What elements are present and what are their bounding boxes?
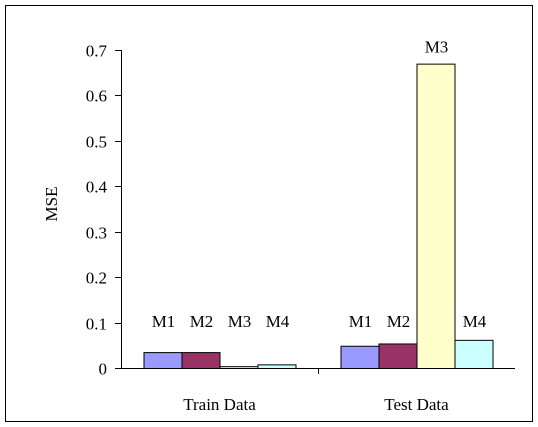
plot-area: 0 0.1 0.2 0.3 0.4 0.5 0.6 0.7 M1 M2 M3 M4 Train Data…	[86, 38, 515, 414]
bar-m2-train	[181, 352, 221, 370]
bar-data-label: M3	[425, 38, 449, 57]
y-axis-label: MSE	[42, 187, 61, 222]
y-tick-label: 0.4	[86, 178, 108, 197]
bar-data-label: M2	[190, 312, 214, 331]
bar-m3-train	[219, 366, 259, 370]
bar-data-label: M1	[349, 312, 373, 331]
bar-m1-test	[340, 345, 380, 369]
y-tick-label: 0.2	[86, 269, 107, 288]
y-tick-label: 0.6	[86, 87, 107, 106]
bar-data-label: M4	[463, 312, 487, 331]
y-tick-label: 0.1	[86, 315, 107, 334]
bar-m4-train	[257, 364, 297, 370]
y-tick-label: 0	[99, 360, 108, 379]
bar-data-label: M4	[266, 312, 290, 331]
x-category-label: Test Data	[384, 395, 449, 414]
bar-data-label: M3	[228, 312, 252, 331]
y-tick-label: 0.7	[86, 42, 108, 61]
x-category-label: Train Data	[183, 395, 256, 414]
bar-m1-train	[143, 352, 183, 370]
bar-m4-test	[454, 339, 494, 370]
y-tick-label: 0.5	[86, 133, 107, 152]
bar-data-label: M2	[387, 312, 411, 331]
bar-m2-test	[378, 343, 418, 369]
bar-m3-test	[416, 63, 456, 369]
bar-data-label: M1	[152, 312, 176, 331]
y-tick-label: 0.3	[86, 224, 107, 243]
